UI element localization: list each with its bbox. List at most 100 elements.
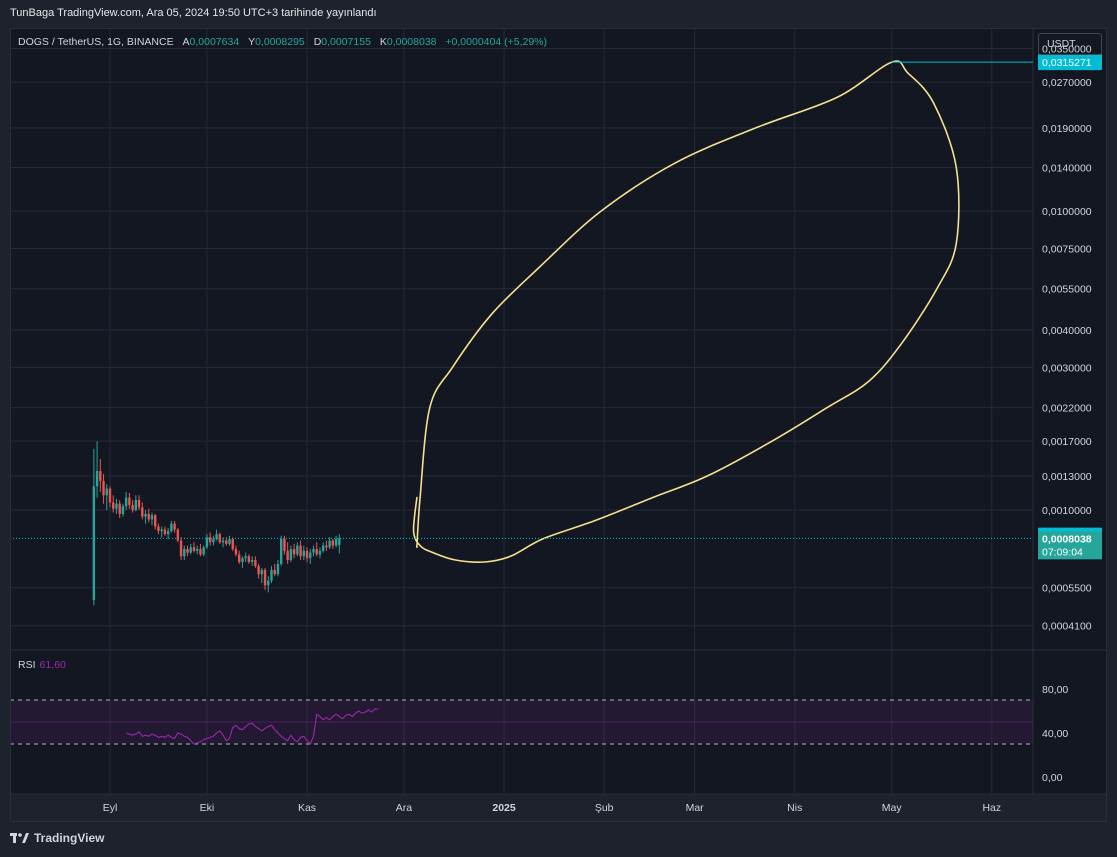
price-tick-label: 0,0030000 <box>1042 362 1092 374</box>
candle-body <box>286 550 289 561</box>
price-tick-label: 0,0350000 <box>1042 44 1092 56</box>
currency-button[interactable]: USDT <box>1038 33 1102 55</box>
candle-body <box>283 538 286 551</box>
candle-body <box>202 547 205 555</box>
candle-body <box>163 529 167 535</box>
candle-body <box>124 497 128 507</box>
candle-body <box>118 503 121 514</box>
candle-body <box>321 545 325 551</box>
target-marker-label: 0,0315271 <box>1042 57 1092 69</box>
candle-body <box>147 513 150 520</box>
symbol-legend: DOGS / TetherUS, 1G, BINANCE A0,0007634 … <box>18 36 547 48</box>
candle-body <box>205 537 209 548</box>
high-label: Y <box>248 36 256 48</box>
rsi-pane <box>10 699 1033 745</box>
rsi-label[interactable]: RSI <box>18 659 36 671</box>
countdown-label: 07:09:04 <box>1042 546 1083 558</box>
low-value: 0,0007155 <box>321 36 371 48</box>
target-marker-bg <box>1038 54 1102 71</box>
candle-body <box>250 560 254 562</box>
candle-body <box>183 549 186 557</box>
candle-body <box>179 540 183 557</box>
rsi-line <box>126 708 379 745</box>
rsi-tick-label: 0,00 <box>1042 772 1063 784</box>
candle-body <box>189 547 192 553</box>
candle-body <box>176 529 180 541</box>
candles-series <box>92 441 341 606</box>
footer-brand[interactable]: TradingView <box>10 831 104 845</box>
price-tick-label: 0,0100000 <box>1042 206 1092 218</box>
candle-body <box>208 537 212 543</box>
candle-body <box>276 563 280 575</box>
candle-body <box>231 538 234 550</box>
candle-body <box>305 550 309 559</box>
candle-body <box>112 502 115 509</box>
open-value: 0,0007634 <box>189 36 240 48</box>
tradingview-logo-icon <box>10 833 29 843</box>
time-tick-label: Mar <box>686 802 705 814</box>
candle-body <box>267 580 270 586</box>
price-tick-label: 0,0022000 <box>1042 403 1092 415</box>
candle-body <box>157 526 160 532</box>
symbol-name[interactable]: DOGS / TetherUS, 1G, BINANCE <box>18 36 174 48</box>
candle-body <box>95 471 99 487</box>
candle-body <box>270 569 273 581</box>
candle-body <box>196 549 199 551</box>
time-tick-label: Ara <box>396 802 413 814</box>
low-label: D <box>313 36 322 48</box>
candle-body <box>131 504 134 510</box>
price-axis[interactable] <box>1033 28 1107 794</box>
open-label: A <box>182 36 190 48</box>
candle-body <box>128 497 131 505</box>
price-tick-label: 0,0017000 <box>1042 436 1092 448</box>
candle-body <box>318 550 322 555</box>
price-tick-label: 0,0005500 <box>1042 583 1092 595</box>
candle-body <box>99 471 102 482</box>
price-tick-label: 0,0270000 <box>1042 77 1092 89</box>
candle-body <box>334 538 338 546</box>
candle-body <box>331 540 335 546</box>
candle-body <box>328 540 331 548</box>
candle-body <box>221 540 225 543</box>
candle-body <box>141 507 144 517</box>
candle-body <box>102 481 105 496</box>
candle-body <box>199 549 202 555</box>
rsi-band-fill <box>10 700 1033 744</box>
candle-body <box>154 515 157 527</box>
time-tick-label: Kas <box>298 802 316 814</box>
candle-body <box>160 529 163 532</box>
grid-lines <box>10 28 1107 795</box>
rsi-value: 61,60 <box>39 659 66 671</box>
candle-body <box>121 506 125 514</box>
candle-body <box>238 554 241 562</box>
close-value: 0,0008038 <box>386 36 437 48</box>
last-price-marker-label: 0,0008038 <box>1042 533 1092 545</box>
price-tick-label: 0,0040000 <box>1042 325 1092 337</box>
rsi-tick-label: 40,00 <box>1042 728 1068 740</box>
candle-body <box>170 523 173 532</box>
close-label: K <box>379 36 387 48</box>
candle-body <box>144 513 147 517</box>
price-tick-label: 0,0004100 <box>1042 621 1092 633</box>
time-tick-label: 2025 <box>492 802 516 814</box>
candle-body <box>166 531 170 535</box>
candle-body <box>115 503 118 509</box>
time-tick-label: Nis <box>787 802 802 814</box>
publish-info: TunBaga TradingView.com, Ara 05, 2024 19… <box>10 7 377 19</box>
candle-body <box>257 565 260 575</box>
candle-body <box>225 540 228 544</box>
candle-body <box>292 549 296 555</box>
candle-body <box>108 488 112 503</box>
time-tick-label: Şub <box>595 802 614 814</box>
chart-pane[interactable] <box>10 28 1033 794</box>
candle-body <box>150 515 154 520</box>
candle-body <box>247 556 251 562</box>
candle-body <box>234 549 238 555</box>
candle-body <box>192 547 196 551</box>
time-tick-label: Haz <box>982 802 1001 814</box>
price-tick-label: 0,0140000 <box>1042 162 1092 174</box>
price-tick-label: 0,0055000 <box>1042 284 1092 296</box>
hand-drawn-ellipse[interactable] <box>412 60 1033 563</box>
